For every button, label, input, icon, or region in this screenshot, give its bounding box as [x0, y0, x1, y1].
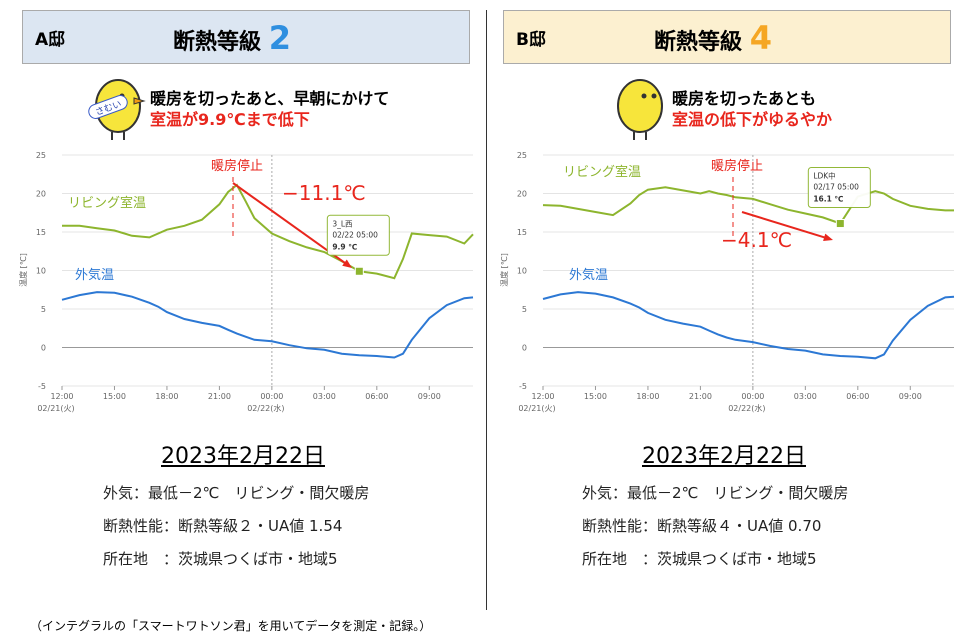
y-tick-label: 25	[517, 151, 527, 160]
x-tick-label: 06:00	[365, 392, 388, 401]
info: 外気：最低－2℃ リビング・間欠暖房	[103, 484, 370, 502]
highlight-point	[354, 266, 364, 276]
message-line: 室温が9.9℃まで低下	[150, 110, 310, 129]
bird-icon: さむい	[88, 79, 146, 140]
stop-label: 暖房停止	[211, 158, 263, 174]
drop-label: −4.1℃	[721, 228, 792, 252]
message: 暖房を切ったあとも 室温の低下がゆるやか	[672, 88, 832, 130]
divider	[486, 10, 487, 610]
tooltip-box	[807, 167, 871, 209]
info: 断熱性能：断熱等級２・UA値 1.54	[103, 517, 343, 535]
grade-label: 断熱等級	[654, 30, 743, 55]
y-tick-label: 15	[36, 228, 46, 237]
info: 所在地 ：茨城県つくば市・地域5	[582, 550, 817, 568]
y-tick-label: 5	[522, 305, 527, 314]
x-tick-label: 15:00	[103, 392, 126, 401]
info: 所在地 ：茨城県つくば市・地域5	[103, 550, 338, 568]
series-line	[61, 291, 474, 359]
grade: 断熱等級 4	[654, 19, 772, 57]
tooltip-name: 3_L西	[332, 219, 353, 228]
house: B邸	[516, 30, 546, 50]
series-label: リビング室温	[68, 195, 146, 211]
header: A邸 断熱等級 2	[22, 10, 470, 64]
stop-label: 暖房停止	[711, 158, 763, 174]
x-tick-label: 03:00	[794, 392, 817, 401]
date: 2023年2月22日	[161, 444, 325, 469]
message-line: 暖房を切ったあとも	[672, 89, 817, 108]
x-tick-label: 21:00	[689, 392, 712, 401]
tooltip-box	[326, 214, 390, 256]
x-tick-label: 18:00	[636, 392, 659, 401]
arrow	[741, 211, 826, 239]
y-tick-label: 5	[41, 305, 46, 314]
y-tick-label: -5	[38, 382, 46, 391]
date-tick-label: 02/21(火)	[518, 404, 555, 413]
grade-label: 断熱等級	[173, 30, 262, 55]
grade-number: 2	[268, 19, 291, 57]
y-tick-label: 10	[36, 267, 46, 276]
y-axis-label: 温度 [℃]	[18, 253, 28, 287]
series-line	[542, 291, 955, 360]
y-tick-label: -5	[519, 382, 527, 391]
chart: -5 0 5 10 15 20 25 温度 [℃] 12:00 15:00 18:00 21:00 00…	[499, 151, 955, 413]
tooltip-value: 9.9 ℃	[332, 242, 357, 251]
y-tick-label: 20	[517, 190, 527, 199]
house: A邸	[35, 30, 66, 50]
date-tick-label: 02/22(水)	[728, 403, 765, 413]
y-tick-label: 10	[517, 267, 527, 276]
message-line: 室温の低下がゆるやか	[672, 110, 833, 129]
x-tick-label: 18:00	[155, 392, 178, 401]
date: 2023年2月22日	[642, 444, 806, 469]
bird-icon	[617, 79, 663, 140]
date-tick-label: 02/22(水)	[247, 403, 284, 413]
x-tick-label: 09:00	[899, 392, 922, 401]
arrow-head	[823, 233, 833, 241]
footnote: （インテグラルの「スマートワトソン君」を用いてデータを測定・記録。）	[30, 619, 432, 633]
series-line	[542, 186, 954, 225]
arrow	[232, 182, 347, 265]
message: 暖房を切ったあと、早朝にかけて 室温が9.9℃まで低下	[150, 88, 389, 130]
grade: 断熱等級 2	[173, 19, 291, 57]
series-label: 外気温	[75, 267, 114, 283]
x-tick-label: 03:00	[313, 392, 336, 401]
arrow-head	[342, 259, 352, 268]
x-tick-label: 00:00	[741, 392, 764, 401]
y-axis-label: 温度 [℃]	[499, 253, 509, 287]
x-tick-label: 06:00	[846, 392, 869, 401]
info: 外気：最低－2℃ リビング・間欠暖房	[582, 484, 849, 502]
tooltip-time: 02/22 05:00	[332, 230, 378, 239]
y-tick-label: 15	[517, 228, 527, 237]
tooltip-name: LDK中	[813, 171, 835, 181]
y-tick-label: 20	[36, 190, 46, 199]
y-tick-label: 0	[41, 344, 46, 353]
highlight-point	[835, 219, 845, 229]
series-label: リビング室温	[563, 164, 641, 180]
message-line: 暖房を切ったあと、早朝にかけて	[150, 89, 390, 108]
tooltip-value: 16.1 ℃	[813, 195, 843, 204]
series-line	[62, 183, 474, 280]
x-tick-label: 15:00	[584, 392, 607, 401]
date-tick-label: 02/21(火)	[37, 404, 74, 413]
header: B邸 断熱等級 4	[503, 10, 951, 64]
chart: -5 0 5 10 15 20 25 温度 [℃] 12:00 15:00 18:00 21:00 00…	[18, 151, 474, 413]
x-tick-label: 00:00	[260, 392, 283, 401]
series-label: 外気温	[569, 267, 608, 283]
y-tick-label: 25	[36, 151, 46, 160]
grade-number: 4	[749, 19, 772, 57]
info: 断熱性能：断熱等級４・UA値 0.70	[582, 517, 822, 535]
x-tick-label: 21:00	[208, 392, 231, 401]
tooltip-time: 02/17 05:00	[813, 183, 859, 192]
x-tick-label: 09:00	[418, 392, 441, 401]
x-tick-label: 12:00	[531, 392, 554, 401]
y-tick-label: 0	[522, 344, 527, 353]
drop-label: −11.1℃	[282, 181, 366, 205]
x-tick-label: 12:00	[50, 392, 73, 401]
